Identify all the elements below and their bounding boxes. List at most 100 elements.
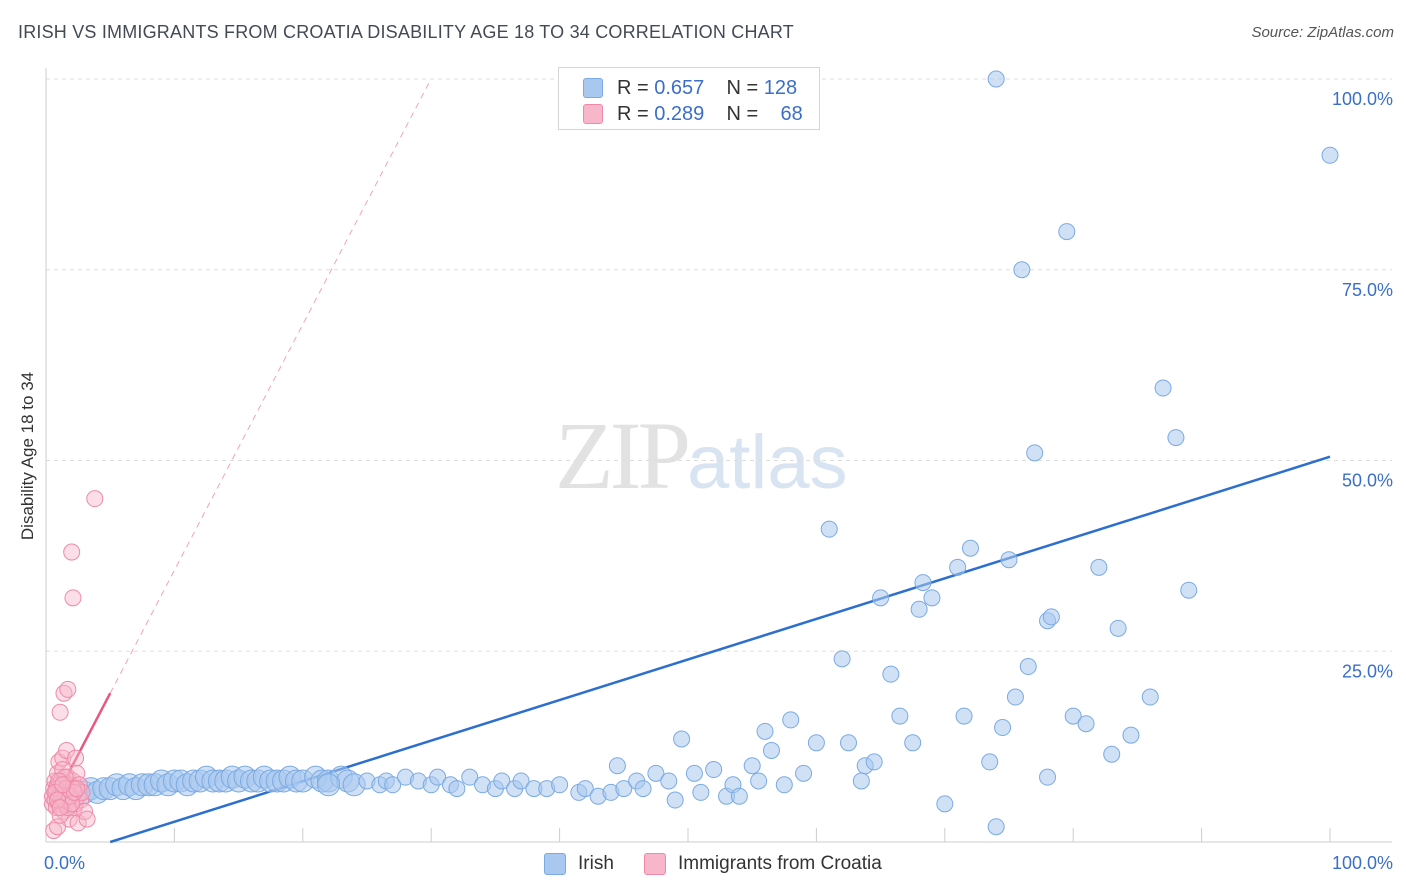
point-irish [608,757,626,775]
point-irish [1077,715,1095,733]
y-axis-label: Disability Age 18 to 34 [18,371,37,541]
point-irish [1013,261,1031,279]
point-croatia [51,799,69,817]
point-irish [882,665,900,683]
legend-swatch-croatia [583,104,603,124]
point-croatia [51,703,69,721]
trend-layer [51,78,1331,844]
point-irish [1154,379,1172,397]
point-irish [833,650,851,668]
point-irish [961,539,979,557]
point-irish [914,574,932,592]
legend-r-label: R = [617,76,655,99]
point-irish [1039,768,1057,786]
x-tick-label: 0.0% [44,853,85,873]
point-irish [852,772,870,790]
point-irish [384,776,402,794]
point-croatia [68,780,86,798]
legend-r-label: R = [617,102,655,125]
point-irish [1026,444,1044,462]
point-irish [872,589,890,607]
point-irish [923,589,941,607]
point-irish [955,707,973,725]
point-irish [750,772,768,790]
source-credit: Source: ZipAtlas.com [1251,24,1394,41]
point-irish [840,734,857,752]
point-croatia [86,490,104,508]
legend-n-label: N = [726,76,764,99]
legend-n-value: 128 [763,76,798,99]
point-irish [1090,558,1108,576]
point-irish [429,768,447,786]
point-irish [1058,223,1076,241]
y-tick-label: 100.0% [1332,89,1393,109]
point-irish [615,780,633,798]
watermark-zip: ZIP [555,402,691,509]
legend-swatch-irish [583,78,603,98]
legend: R = 0.657 N = 128 R = 0.289 N = 68 [558,67,820,130]
point-croatia [67,749,85,767]
point-irish [1019,658,1037,676]
y-tick-label: 75.0% [1342,280,1393,300]
point-irish [820,520,838,538]
grid-layer [46,78,1392,652]
bottom-legend-swatch-croatia [644,853,666,875]
point-irish [743,757,761,775]
point-irish [666,791,684,809]
legend-r-value: 0.657 [654,76,705,99]
point-croatia [64,589,82,607]
point-croatia [63,543,81,561]
y-tick-label: 50.0% [1342,471,1393,491]
point-irish [705,761,723,779]
bottom-legend-label-irish: Irish [578,853,614,874]
point-irish [512,772,530,790]
point-irish [1103,745,1121,763]
point-irish [987,818,1005,836]
point-irish [756,722,774,740]
point-irish [647,764,665,782]
point-irish [316,773,340,797]
croatia-trend-extension [109,78,432,694]
bottom-legend-croatia: Immigrants from Croatia [644,852,882,876]
point-irish [782,711,800,729]
point-irish [1321,146,1339,164]
chart-title: IRISH VS IMMIGRANTS FROM CROATIA DISABIL… [18,22,794,42]
point-irish [493,772,511,790]
axis-layer [45,68,1392,843]
point-irish [730,787,748,805]
bottom-legend-label-croatia: Immigrants from Croatia [678,853,882,874]
point-layer [43,70,1339,840]
point-irish [576,780,594,798]
legend-n-value: 68 [780,102,803,125]
x-tick-label: 100.0% [1332,853,1393,873]
point-irish [987,70,1005,88]
point-croatia [59,680,77,698]
label-layer: 25.0% 50.0% 75.0% 100.0% 0.0% 100.0% [44,89,1393,873]
watermark-atlas: atlas [687,420,848,505]
point-irish [981,753,999,771]
point-irish [1122,726,1140,744]
point-irish [685,764,703,782]
point-croatia [78,810,96,828]
point-irish [692,783,710,801]
point-irish [1180,581,1198,599]
point-irish [795,764,813,782]
bottom-legend-irish: Irish [544,852,614,876]
bottom-legend-swatch-irish [544,853,566,875]
y-tick-label: 25.0% [1342,661,1393,681]
point-irish [1167,429,1185,447]
point-irish [994,719,1012,737]
point-irish [551,776,569,794]
legend-n-label: N = [726,102,764,125]
point-irish [807,734,825,752]
point-irish [660,772,678,790]
point-irish [936,795,954,813]
point-irish [1006,688,1024,706]
point-irish [634,780,652,798]
point-irish [775,776,793,794]
legend-r-value: 0.289 [654,102,705,125]
point-irish [673,730,691,748]
point-irish [891,707,909,725]
point-irish [762,741,780,759]
